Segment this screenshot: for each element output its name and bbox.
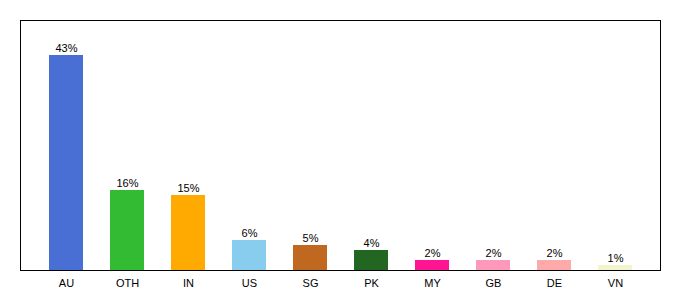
- svg-text:OTH: OTH: [116, 277, 139, 289]
- svg-text:US: US: [242, 277, 257, 289]
- svg-text:2%: 2%: [486, 247, 502, 259]
- svg-text:PK: PK: [364, 277, 379, 289]
- svg-text:5%: 5%: [303, 232, 319, 244]
- svg-text:6%: 6%: [242, 227, 258, 239]
- svg-text:SG: SG: [303, 277, 319, 289]
- svg-text:IN: IN: [183, 277, 194, 289]
- svg-text:1%: 1%: [608, 252, 624, 264]
- svg-text:2%: 2%: [547, 247, 563, 259]
- svg-text:2%: 2%: [425, 247, 441, 259]
- svg-text:VN: VN: [608, 277, 623, 289]
- svg-text:4%: 4%: [364, 237, 380, 249]
- svg-text:AU: AU: [59, 277, 74, 289]
- svg-text:MY: MY: [424, 277, 441, 289]
- svg-text:GB: GB: [486, 277, 502, 289]
- svg-text:15%: 15%: [177, 182, 199, 194]
- svg-text:DE: DE: [547, 277, 562, 289]
- svg-text:16%: 16%: [116, 177, 138, 189]
- svg-text:43%: 43%: [55, 42, 77, 54]
